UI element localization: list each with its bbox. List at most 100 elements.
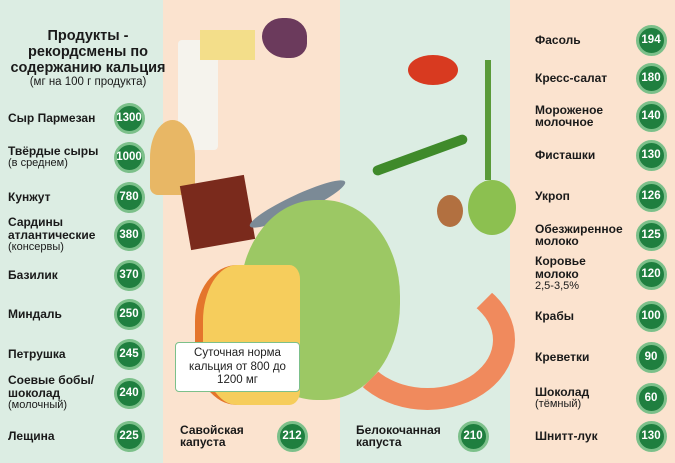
item-name-text: Обезжиренное молоко [535, 221, 623, 248]
list-item: Кресс-салат [535, 58, 630, 98]
page-title: Продукты - рекордсмены по содержанию кал… [10, 28, 166, 76]
list-item: Укроп [535, 176, 630, 216]
item-name: Шнитт-лук [535, 430, 598, 443]
item-note: 2,5-3,5% [535, 280, 580, 293]
list-item: Шнитт-лук [535, 416, 630, 456]
item-name-text: Базилик [8, 267, 58, 282]
item-name: Петрушка [8, 348, 66, 361]
list-item: Сардины атлантические (консервы) [8, 215, 113, 255]
calcium-value-badge: 210 [457, 420, 489, 452]
item-name-text: Шоколад [535, 384, 590, 399]
list-item: Шоколад (тёмный) [535, 378, 630, 418]
basil-image [262, 18, 307, 58]
list-item: Соевые бобы/ шоколад (молочный) [8, 373, 113, 413]
item-name: Сыр Пармезан [8, 112, 95, 125]
item-name-text: Шнитт-лук [535, 428, 598, 443]
item-name-text: Лещина [8, 428, 55, 443]
item-name: Шоколад (тёмный) [535, 384, 590, 411]
item-name: Кунжут [8, 191, 50, 204]
item-name: Фисташки [535, 149, 595, 162]
item-name: Сардины атлантические (консервы) [8, 216, 113, 254]
item-name-text: Соевые бобы/ шоколад [8, 373, 95, 400]
calcium-value-badge: 130 [635, 139, 667, 171]
calcium-value-badge: 126 [635, 180, 667, 212]
item-name-text: Петрушка [8, 346, 66, 361]
calcium-value-badge: 780 [113, 181, 145, 213]
chocolate-image [179, 174, 256, 251]
item-name-text: Сыр Пармезан [8, 110, 96, 125]
almond-image [437, 195, 463, 227]
item-note: (консервы) [8, 241, 64, 254]
item-name-text: Креветки [535, 349, 590, 364]
cheese-image [200, 30, 255, 60]
list-item: Креветки [535, 337, 630, 377]
list-item: Белокочанная капуста [356, 416, 451, 456]
calcium-value-badge: 90 [635, 341, 667, 373]
header: Продукты - рекордсмены по содержанию кал… [8, 28, 168, 89]
calcium-value-badge: 194 [635, 24, 667, 56]
item-name: Лещина [8, 430, 55, 443]
calcium-value-badge: 120 [635, 258, 667, 290]
list-item: Петрушка [8, 334, 113, 374]
item-name: Мороженое молочное [535, 102, 630, 129]
item-name-text: Белокочанная капуста [356, 422, 441, 449]
list-item: Сыр Пармезан [8, 98, 113, 138]
list-item: Миндаль [8, 294, 113, 334]
item-name-text: Твёрдые сыры [8, 143, 99, 158]
ice-cream-image [150, 120, 195, 195]
list-item: Твёрдые сыры (в среднем) [8, 137, 113, 177]
item-name-text: Сардины атлантические [8, 215, 96, 242]
item-name-text: Савойская капуста [180, 422, 244, 449]
item-name: Твёрдые сыры (в среднем) [8, 143, 99, 170]
calcium-value-badge: 250 [113, 298, 145, 330]
list-item: Крабы [535, 296, 630, 336]
item-name-text: Кресс-салат [535, 70, 608, 85]
daily-norm-note: Суточная норма кальция от 800 до 1200 мг [175, 342, 300, 392]
calcium-value-badge: 240 [113, 377, 145, 409]
brussels-sprout-image [468, 180, 516, 235]
calcium-value-badge: 212 [276, 420, 308, 452]
calcium-value-badge: 180 [635, 62, 667, 94]
item-name: Креветки [535, 351, 589, 364]
calcium-value-badge: 225 [113, 420, 145, 452]
item-note: (тёмный) [535, 398, 582, 410]
item-name: Савойская капуста [180, 422, 270, 449]
item-name: Соевые бобы/ шоколад (молочный) [8, 374, 113, 412]
page-subtitle: (мг на 100 г продукта) [29, 76, 147, 88]
list-item: Обезжиренное молоко [535, 215, 630, 255]
item-name: Укроп [535, 190, 570, 203]
item-name-text: Мороженое молочное [535, 102, 604, 129]
calcium-value-badge: 1300 [113, 102, 145, 134]
chives-image [485, 60, 491, 180]
item-name-text: Миндаль [8, 306, 62, 321]
calcium-value-badge: 60 [635, 382, 667, 414]
item-name-text: Фисташки [535, 147, 596, 162]
item-name: Базилик [8, 269, 58, 282]
item-name: Крабы [535, 310, 574, 323]
shrimp-image [340, 270, 515, 410]
calcium-value-badge: 245 [113, 338, 145, 370]
list-item: Савойская капуста [180, 416, 270, 456]
item-name: Миндаль [8, 308, 62, 321]
list-item: Мороженое молочное [535, 96, 630, 136]
item-name-text: Кунжут [8, 189, 51, 204]
calcium-value-badge: 1000 [113, 141, 145, 173]
list-item: Фисташки [535, 135, 630, 175]
calcium-value-badge: 125 [635, 219, 667, 251]
item-name: Коровье молоко 2,5-3,5% [535, 255, 630, 293]
calcium-value-badge: 100 [635, 300, 667, 332]
list-item: Коровье молоко 2,5-3,5% [535, 254, 630, 294]
item-name: Белокочанная капуста [356, 422, 451, 449]
calcium-value-badge: 130 [635, 420, 667, 452]
item-name-text: Фасоль [535, 32, 581, 47]
calcium-value-badge: 370 [113, 259, 145, 291]
list-item: Базилик [8, 255, 113, 295]
calcium-value-badge: 140 [635, 100, 667, 132]
item-name: Обезжиренное молоко [535, 221, 630, 248]
item-name-text: Коровье молоко [535, 254, 586, 281]
list-item: Кунжут [8, 177, 113, 217]
item-name: Фасоль [535, 34, 581, 47]
item-note: (молочный) [8, 399, 68, 412]
item-note: (в среднем) [8, 157, 68, 169]
item-name-text: Укроп [535, 188, 570, 203]
